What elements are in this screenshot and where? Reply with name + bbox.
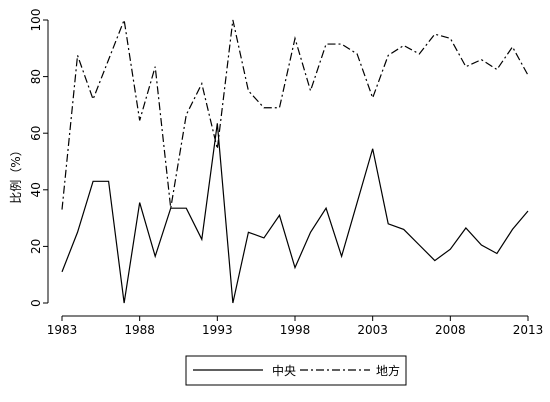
x-tick-label: 1983: [47, 323, 78, 337]
y-tick-label: 20: [29, 239, 43, 254]
y-tick-label: 40: [29, 182, 43, 197]
x-tick-label: 1998: [280, 323, 311, 337]
y-tick-label: 100: [29, 9, 43, 32]
legend: 中央 地方: [185, 355, 407, 386]
y-tick-label: 80: [29, 69, 43, 84]
y-tick-label: 60: [29, 126, 43, 141]
x-tick-label: 1993: [202, 323, 233, 337]
y-axis-title: 比例（%）: [9, 144, 23, 203]
series-layer: [61, 17, 529, 304]
y-axis: 0 20 40 60 80 100: [29, 9, 49, 307]
x-tick-label: 2013: [513, 323, 544, 337]
y-tick-label: 0: [29, 299, 43, 307]
x-axis: 1983 1988 1993 1998 2003 2008 2013: [47, 315, 544, 337]
x-tick-label: 1988: [124, 323, 155, 337]
series-line-central: [61, 123, 529, 304]
legend-label-local: 地方: [376, 363, 400, 378]
x-tick-label: 2003: [357, 323, 388, 337]
legend-label-central: 中央: [272, 363, 296, 378]
series-line-local: [61, 17, 529, 210]
x-tick-label: 2008: [435, 323, 466, 337]
